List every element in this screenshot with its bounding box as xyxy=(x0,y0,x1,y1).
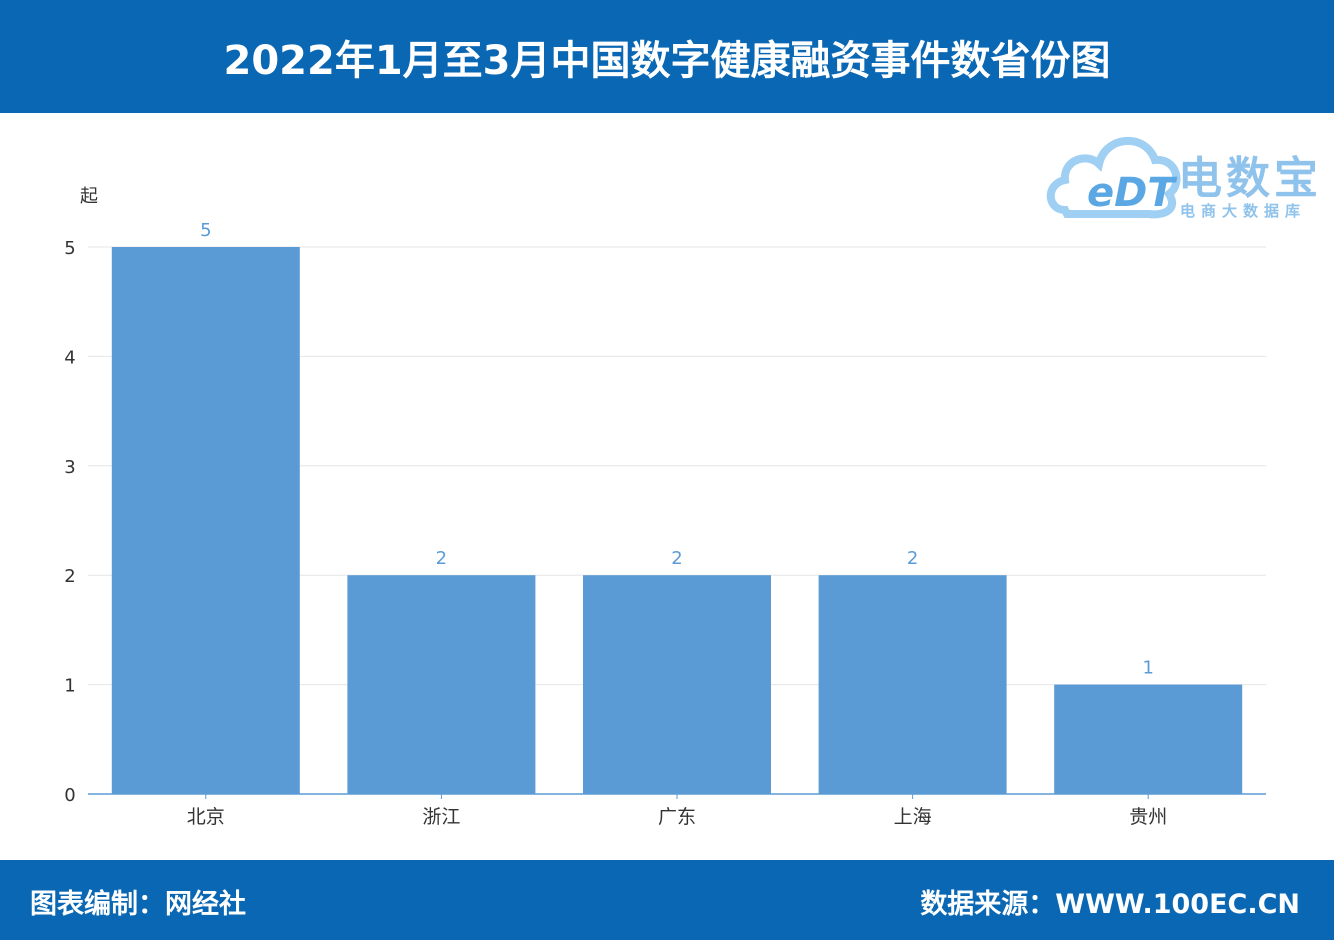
bar-value-label: 1 xyxy=(1142,658,1153,679)
x-tick-label: 广东 xyxy=(658,806,696,828)
bar xyxy=(583,575,771,794)
y-tick-label: 1 xyxy=(64,676,75,697)
bar xyxy=(111,247,300,794)
x-tick-label: 贵州 xyxy=(1129,806,1167,828)
y-tick-label: 5 xyxy=(64,238,75,259)
bars xyxy=(111,247,1243,794)
bar-value-label: 2 xyxy=(671,548,682,569)
bar-value-label: 2 xyxy=(436,548,447,569)
y-axis-label: 起 xyxy=(80,186,98,207)
bar-value-label: 5 xyxy=(200,220,211,241)
bar-value-label: 2 xyxy=(907,548,918,569)
y-axis-ticks: 0 1 2 3 4 5 xyxy=(64,238,75,806)
footer-source: 数据来源：WWW.100EC.CN xyxy=(920,889,1300,920)
bar xyxy=(818,575,1007,794)
y-tick-label: 0 xyxy=(64,785,75,806)
y-tick-label: 2 xyxy=(64,566,75,587)
y-tick-label: 3 xyxy=(64,457,75,478)
x-axis-ticks: 北京 浙江 广东 上海 贵州 xyxy=(187,794,1167,828)
bar xyxy=(347,575,536,794)
footer-credit: 图表编制：网经社 xyxy=(30,889,246,920)
value-labels: 5 2 2 2 1 xyxy=(200,220,1154,679)
header-bar: 2022年1月至3月中国数字健康融资事件数省份图 xyxy=(0,0,1334,113)
logo: eDT 电数宝 电商大数据库 xyxy=(1045,118,1325,228)
cloud-logo-icon xyxy=(1046,137,1181,219)
x-tick-label: 浙江 xyxy=(422,806,460,828)
logo-mark: eDT xyxy=(1087,170,1175,216)
y-tick-label: 4 xyxy=(64,347,75,368)
footer-bar: 图表编制：网经社 数据来源：WWW.100EC.CN xyxy=(0,860,1334,940)
x-tick-label: 北京 xyxy=(187,806,225,828)
bar xyxy=(1054,684,1243,794)
logo-name: 电数宝 xyxy=(1178,153,1322,204)
gridlines xyxy=(88,246,1266,686)
logo-subtitle: 电商大数据库 xyxy=(1180,202,1307,220)
chart-title: 2022年1月至3月中国数字健康融资事件数省份图 xyxy=(223,37,1111,84)
x-tick-label: 上海 xyxy=(894,806,932,828)
